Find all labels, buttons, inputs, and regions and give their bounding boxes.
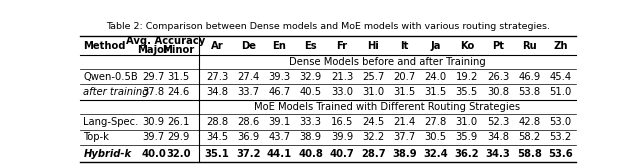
Text: Es: Es xyxy=(305,41,317,51)
Text: 31.0: 31.0 xyxy=(456,117,478,127)
Text: 19.2: 19.2 xyxy=(456,72,478,82)
Text: 40.8: 40.8 xyxy=(298,149,323,159)
Text: 53.0: 53.0 xyxy=(549,117,572,127)
Text: MoE Models Trained with Different Routing Strategies: MoE Models Trained with Different Routin… xyxy=(255,102,520,112)
Text: 35.9: 35.9 xyxy=(456,133,478,143)
Text: 44.1: 44.1 xyxy=(267,149,292,159)
Text: 30.9: 30.9 xyxy=(142,117,164,127)
Text: Pt: Pt xyxy=(492,41,504,51)
Text: Hybrid-k: Hybrid-k xyxy=(83,149,132,159)
Text: 16.5: 16.5 xyxy=(331,117,353,127)
Text: 28.7: 28.7 xyxy=(361,149,385,159)
Text: 37.2: 37.2 xyxy=(236,149,260,159)
Text: 39.7: 39.7 xyxy=(142,133,164,143)
Text: 21.3: 21.3 xyxy=(331,72,353,82)
Text: 26.3: 26.3 xyxy=(487,72,509,82)
Text: Zh: Zh xyxy=(553,41,568,51)
Text: 32.9: 32.9 xyxy=(300,72,322,82)
Text: 31.5: 31.5 xyxy=(167,72,189,82)
Text: 52.3: 52.3 xyxy=(487,117,509,127)
Text: 34.5: 34.5 xyxy=(206,133,228,143)
Text: 27.4: 27.4 xyxy=(237,72,259,82)
Text: 27.8: 27.8 xyxy=(424,117,447,127)
Text: Ru: Ru xyxy=(522,41,536,51)
Text: Dense Models before and after Training: Dense Models before and after Training xyxy=(289,57,486,67)
Text: Ko: Ko xyxy=(460,41,474,51)
Text: Top-k: Top-k xyxy=(83,133,109,143)
Text: 33.3: 33.3 xyxy=(300,117,322,127)
Text: 40.7: 40.7 xyxy=(330,149,355,159)
Text: 34.8: 34.8 xyxy=(487,133,509,143)
Text: 40.0: 40.0 xyxy=(141,149,166,159)
Text: 39.1: 39.1 xyxy=(268,117,291,127)
Text: Minor: Minor xyxy=(162,45,195,55)
Text: 21.4: 21.4 xyxy=(393,117,415,127)
Text: 26.1: 26.1 xyxy=(167,117,189,127)
Text: 34.8: 34.8 xyxy=(206,87,228,97)
Text: 46.7: 46.7 xyxy=(268,87,291,97)
Text: 51.0: 51.0 xyxy=(549,87,572,97)
Text: 34.3: 34.3 xyxy=(486,149,510,159)
Text: 39.3: 39.3 xyxy=(268,72,291,82)
Text: 20.7: 20.7 xyxy=(393,72,415,82)
Text: Hi: Hi xyxy=(367,41,379,51)
Text: 31.5: 31.5 xyxy=(393,87,415,97)
Text: 38.9: 38.9 xyxy=(300,133,322,143)
Text: 35.1: 35.1 xyxy=(205,149,230,159)
Text: Major: Major xyxy=(138,45,170,55)
Text: 30.8: 30.8 xyxy=(487,87,509,97)
Text: 46.9: 46.9 xyxy=(518,72,540,82)
Text: 53.6: 53.6 xyxy=(548,149,573,159)
Text: 24.0: 24.0 xyxy=(424,72,447,82)
Text: 58.2: 58.2 xyxy=(518,133,540,143)
Text: 32.0: 32.0 xyxy=(166,149,191,159)
Text: En: En xyxy=(273,41,287,51)
Text: 40.5: 40.5 xyxy=(300,87,322,97)
Text: 31.5: 31.5 xyxy=(424,87,447,97)
Text: after training: after training xyxy=(83,87,149,97)
Text: Avg. Accuracy: Avg. Accuracy xyxy=(126,36,205,46)
Text: 33.7: 33.7 xyxy=(237,87,259,97)
Text: 24.6: 24.6 xyxy=(167,87,189,97)
Text: Fr: Fr xyxy=(337,41,348,51)
Text: De: De xyxy=(241,41,256,51)
Text: Lang-Spec.: Lang-Spec. xyxy=(83,117,139,127)
Text: Ar: Ar xyxy=(211,41,223,51)
Text: 29.9: 29.9 xyxy=(167,133,189,143)
Text: 32.2: 32.2 xyxy=(362,133,384,143)
Text: Ja: Ja xyxy=(430,41,441,51)
Bar xyxy=(80,145,576,162)
Text: 38.9: 38.9 xyxy=(392,149,417,159)
Text: Method: Method xyxy=(83,41,126,51)
Text: 32.4: 32.4 xyxy=(423,149,448,159)
Text: 35.5: 35.5 xyxy=(456,87,478,97)
Text: 43.7: 43.7 xyxy=(268,133,291,143)
Text: 24.5: 24.5 xyxy=(362,117,384,127)
Text: 58.8: 58.8 xyxy=(516,149,541,159)
Text: It: It xyxy=(400,41,408,51)
Text: 30.5: 30.5 xyxy=(424,133,447,143)
Text: 29.7: 29.7 xyxy=(142,72,164,82)
Text: 39.9: 39.9 xyxy=(331,133,353,143)
Text: 31.0: 31.0 xyxy=(362,87,384,97)
Text: 53.2: 53.2 xyxy=(549,133,572,143)
Text: Qwen-0.5B: Qwen-0.5B xyxy=(83,72,138,82)
Text: 28.6: 28.6 xyxy=(237,117,259,127)
Text: 42.8: 42.8 xyxy=(518,117,540,127)
Text: 36.2: 36.2 xyxy=(454,149,479,159)
Text: 45.4: 45.4 xyxy=(549,72,572,82)
Text: 53.8: 53.8 xyxy=(518,87,540,97)
Text: 37.7: 37.7 xyxy=(393,133,415,143)
Text: 37.8: 37.8 xyxy=(142,87,164,97)
Text: Table 2: Comparison between Dense models and MoE models with various routing str: Table 2: Comparison between Dense models… xyxy=(106,22,550,31)
Text: 28.8: 28.8 xyxy=(206,117,228,127)
Text: 33.0: 33.0 xyxy=(331,87,353,97)
Text: 27.3: 27.3 xyxy=(206,72,228,82)
Text: 36.9: 36.9 xyxy=(237,133,259,143)
Text: 25.7: 25.7 xyxy=(362,72,385,82)
